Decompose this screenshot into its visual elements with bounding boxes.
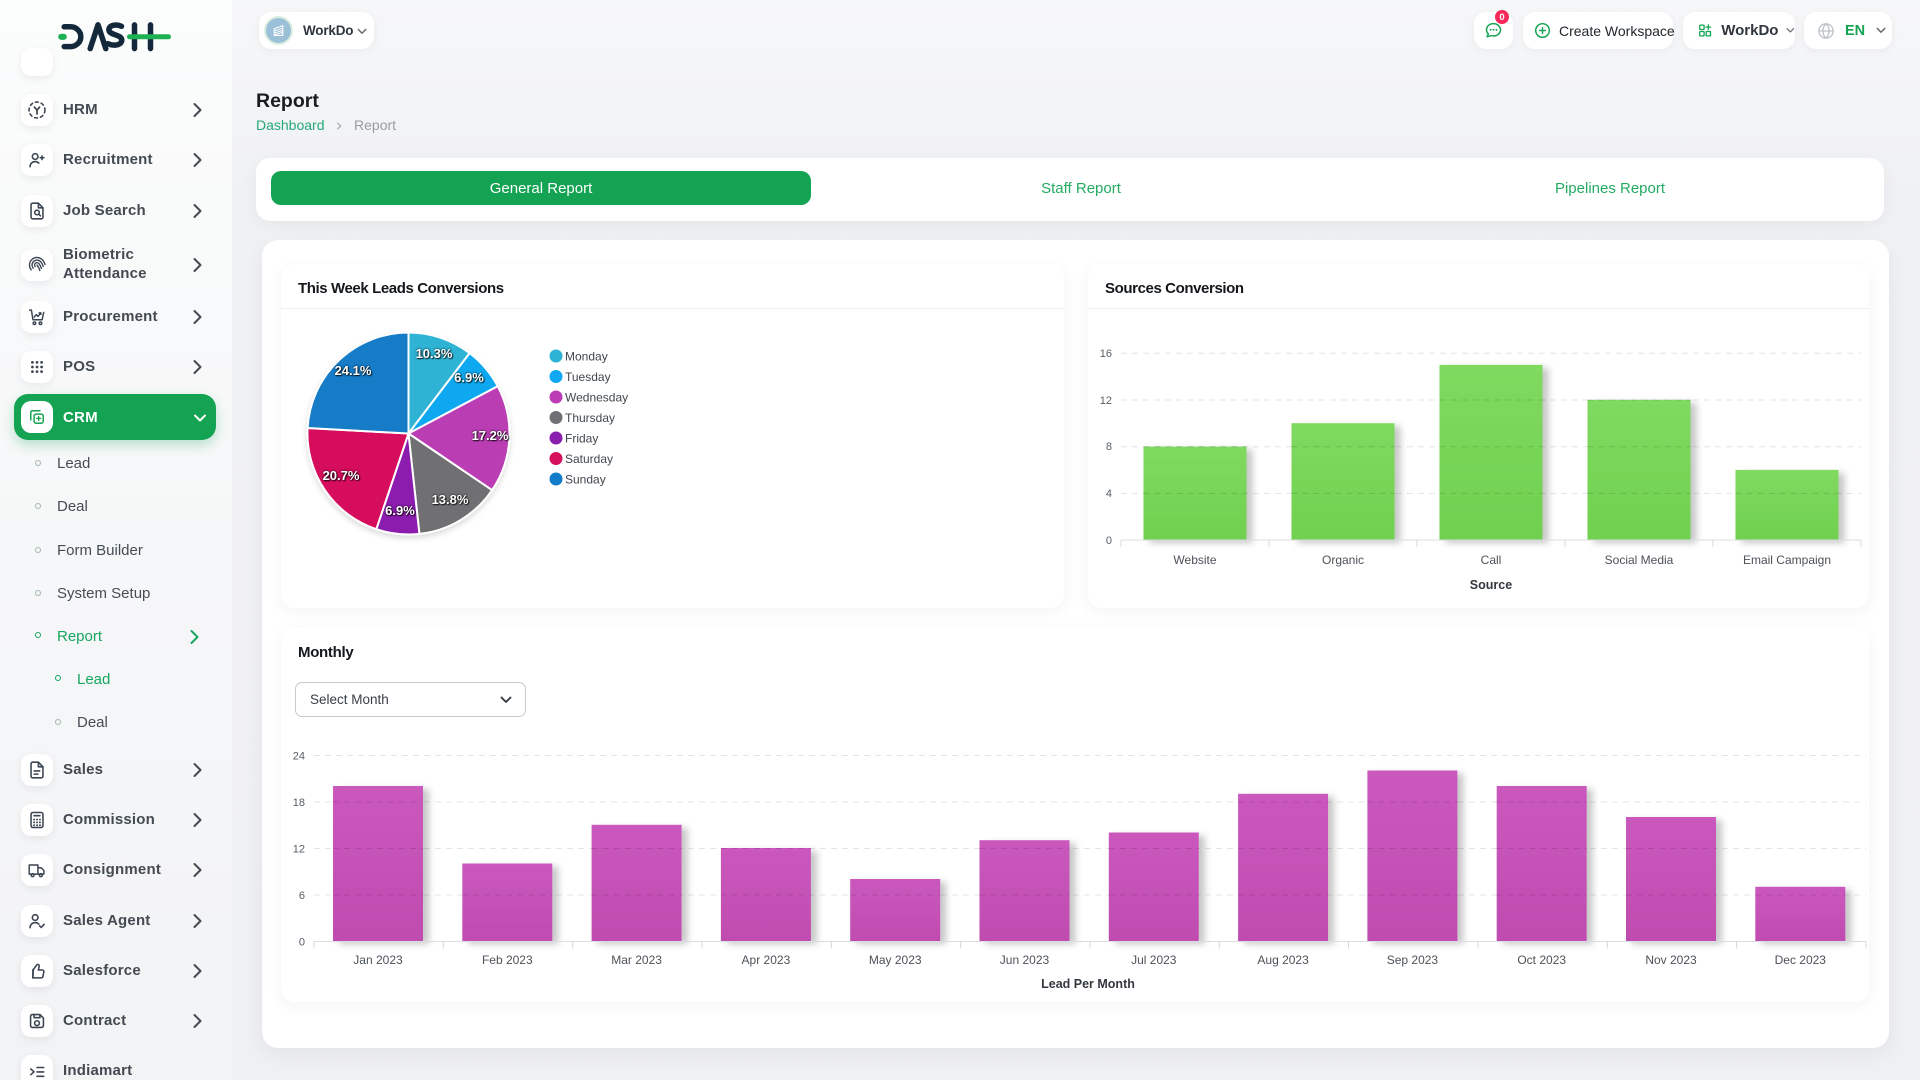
svg-text:0: 0 [299, 937, 305, 949]
svg-text:Jun 2023: Jun 2023 [1000, 953, 1050, 967]
svg-text:Jul 2023: Jul 2023 [1131, 953, 1177, 967]
svg-text:6.9%: 6.9% [385, 503, 415, 518]
svg-text:May 2023: May 2023 [869, 953, 922, 967]
svg-text:Source: Source [1470, 578, 1512, 592]
svg-text:Aug 2023: Aug 2023 [1257, 953, 1309, 967]
svg-text:24: 24 [293, 751, 305, 763]
svg-text:Jan 2023: Jan 2023 [353, 953, 403, 967]
svg-text:20.7%: 20.7% [323, 468, 360, 483]
svg-text:12: 12 [1100, 395, 1112, 407]
svg-text:Lead Per Month: Lead Per Month [1041, 977, 1135, 991]
svg-text:Organic: Organic [1322, 553, 1364, 567]
svg-text:Sep 2023: Sep 2023 [1387, 953, 1439, 967]
svg-text:8: 8 [1106, 441, 1112, 453]
svg-text:0: 0 [1106, 535, 1112, 547]
svg-text:Saturday: Saturday [565, 452, 613, 466]
svg-text:Email Campaign: Email Campaign [1743, 553, 1831, 567]
svg-text:16: 16 [1100, 348, 1112, 360]
svg-text:Social Media: Social Media [1605, 553, 1674, 567]
svg-text:Mar 2023: Mar 2023 [611, 953, 662, 967]
svg-text:Friday: Friday [565, 432, 598, 446]
svg-text:4: 4 [1106, 488, 1112, 500]
svg-text:6: 6 [299, 890, 305, 902]
svg-text:13.8%: 13.8% [432, 492, 469, 507]
svg-text:6.9%: 6.9% [454, 370, 484, 385]
svg-text:Sunday: Sunday [565, 473, 606, 487]
svg-text:Nov 2023: Nov 2023 [1645, 953, 1697, 967]
svg-text:Website: Website [1173, 553, 1216, 567]
svg-text:Tuesday: Tuesday [565, 370, 611, 384]
svg-text:Apr 2023: Apr 2023 [742, 953, 791, 967]
svg-text:Dec 2023: Dec 2023 [1775, 953, 1827, 967]
svg-text:Thursday: Thursday [565, 411, 615, 425]
svg-text:Feb 2023: Feb 2023 [482, 953, 533, 967]
svg-text:Call: Call [1481, 553, 1502, 567]
svg-text:10.3%: 10.3% [416, 346, 453, 361]
svg-text:12: 12 [293, 844, 305, 856]
svg-text:Monday: Monday [565, 350, 608, 364]
svg-text:18: 18 [293, 797, 305, 809]
svg-text:17.2%: 17.2% [472, 428, 509, 443]
svg-text:Oct 2023: Oct 2023 [1517, 953, 1566, 967]
svg-text:Wednesday: Wednesday [565, 391, 628, 405]
svg-text:24.1%: 24.1% [335, 363, 372, 378]
